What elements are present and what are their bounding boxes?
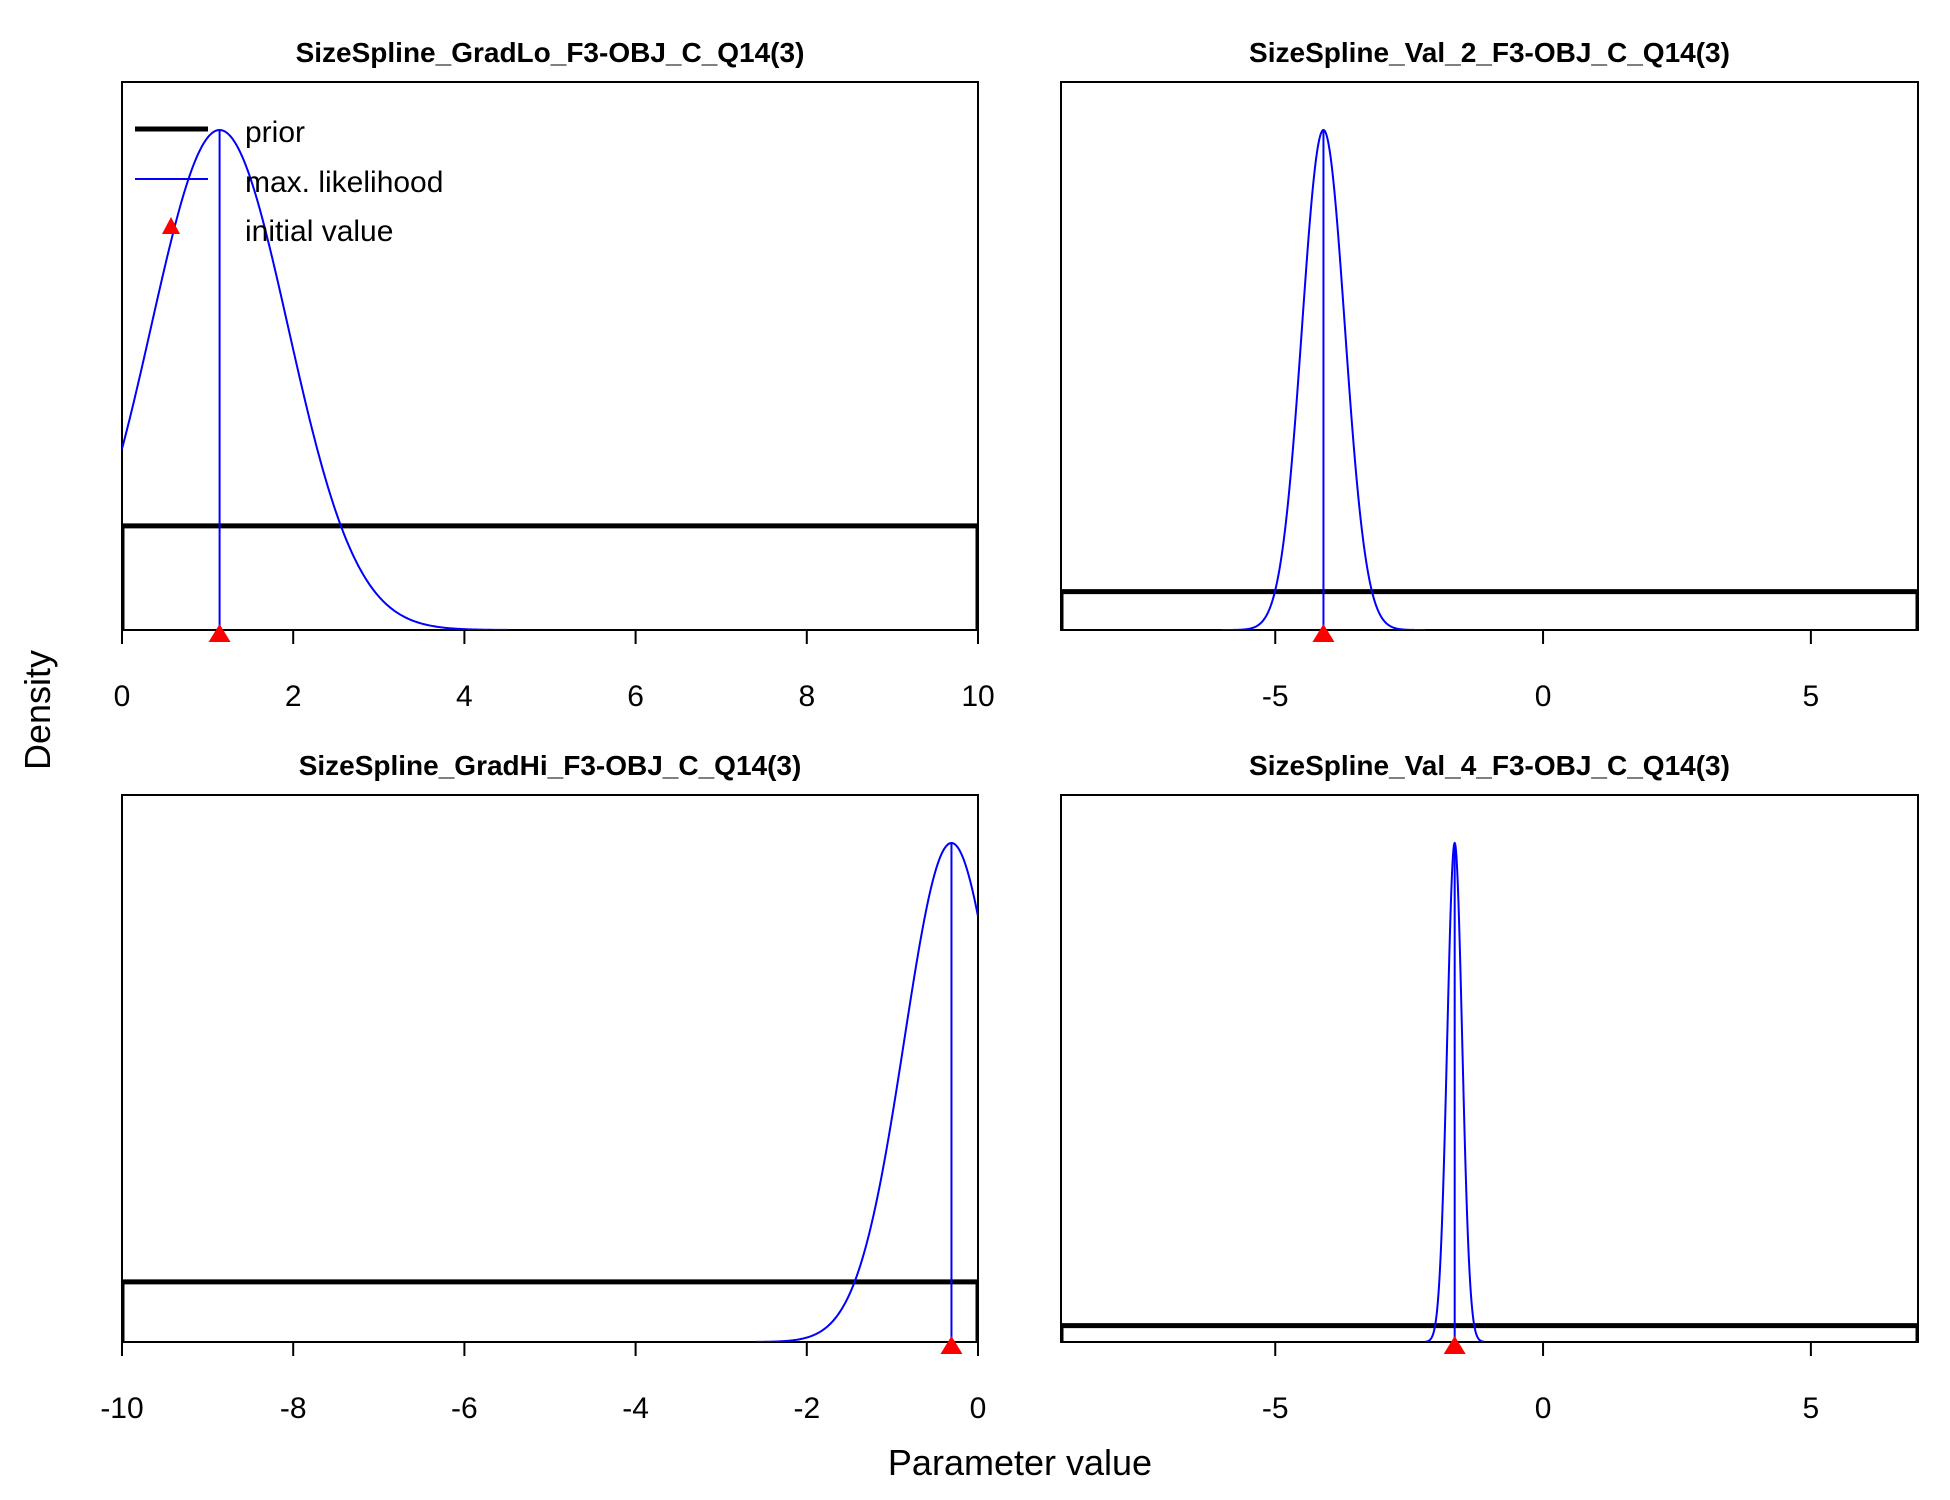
- panel-1: SizeSpline_GradLo_F3-OBJ_C_Q14(3) 0 2 4 6 8 10: [114, 37, 995, 713]
- initial-value-marker: [940, 1336, 963, 1354]
- panel-3: SizeSpline_GradHi_F3-OBJ_C_Q14(3) -10 -8 -6…: [100, 750, 986, 1425]
- x-tick-label: -2: [793, 1392, 820, 1425]
- prior-line: [122, 1279, 978, 1342]
- plot-area: [122, 841, 978, 1342]
- panel-4: SizeSpline_Val_4_F3-OBJ_C_Q14(3) -5 0 5: [1060, 750, 1919, 1425]
- panel-title: SizeSpline_Val_2_F3-OBJ_C_Q14(3): [1249, 37, 1730, 68]
- legend-label: initial value: [245, 215, 393, 248]
- x-tick-label: 2: [285, 680, 302, 713]
- x-tick-label: -5: [1262, 1392, 1289, 1425]
- red-triangle-icon: [162, 217, 180, 234]
- x-tick-label: 5: [1803, 1392, 1820, 1425]
- x-tick-label: 8: [798, 680, 815, 713]
- likelihood-curve: [755, 841, 978, 1342]
- panels-group: SizeSpline_GradLo_F3-OBJ_C_Q14(3) 0 2 4 6 8 10…: [100, 37, 1919, 1425]
- legend-label: max. likelihood: [245, 166, 443, 199]
- x-tick-label: -4: [622, 1392, 649, 1425]
- x-axis-label: Parameter value: [888, 1442, 1152, 1483]
- x-tick-label: -6: [451, 1392, 478, 1425]
- x-tick-label: -5: [1262, 680, 1289, 713]
- prior-line: [1061, 589, 1918, 630]
- x-tick-label: 5: [1803, 680, 1820, 713]
- x-tick-label: 4: [456, 680, 473, 713]
- legend: prior max. likelihood initial value: [135, 116, 443, 248]
- legend-label: prior: [245, 116, 305, 149]
- panel-title: SizeSpline_Val_4_F3-OBJ_C_Q14(3): [1249, 750, 1730, 781]
- x-tick-label: 0: [114, 680, 131, 713]
- x-tick-label: 0: [970, 1392, 987, 1425]
- x-tick-label: 10: [961, 680, 994, 713]
- plot-area: [1061, 841, 1918, 1342]
- plot-area: [122, 128, 978, 630]
- x-tick-label: -10: [100, 1392, 143, 1425]
- initial-value-marker: [1312, 624, 1335, 642]
- panel-title: SizeSpline_GradLo_F3-OBJ_C_Q14(3): [296, 37, 805, 68]
- y-axis-label: Density: [17, 650, 58, 770]
- x-tick-label: 6: [627, 680, 644, 713]
- panel-2: SizeSpline_Val_2_F3-OBJ_C_Q14(3) -5 0 5: [1060, 37, 1919, 713]
- likelihood-curve: [122, 128, 508, 630]
- initial-value-marker: [1443, 1336, 1466, 1354]
- prior-line: [1061, 1323, 1918, 1342]
- x-tick-label: -8: [280, 1392, 307, 1425]
- prior-line: [122, 523, 978, 630]
- plot-area: [1061, 128, 1918, 630]
- x-tick-label: 0: [1535, 680, 1552, 713]
- initial-value-marker: [208, 624, 231, 642]
- x-tick-label: 0: [1535, 1392, 1552, 1425]
- panel-title: SizeSpline_GradHi_F3-OBJ_C_Q14(3): [299, 750, 802, 781]
